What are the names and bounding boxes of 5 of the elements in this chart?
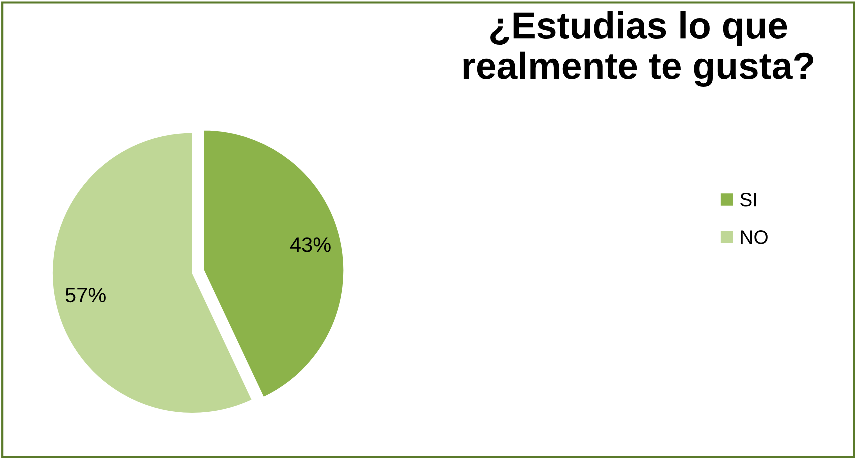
legend-label: NO <box>741 230 768 244</box>
chart-title: ¿Estudias lo que realmente te gusta? <box>464 11 814 87</box>
legend-label: SI <box>740 192 756 207</box>
data-label: 43% <box>290 238 331 252</box>
data-label: 57% <box>66 288 106 303</box>
